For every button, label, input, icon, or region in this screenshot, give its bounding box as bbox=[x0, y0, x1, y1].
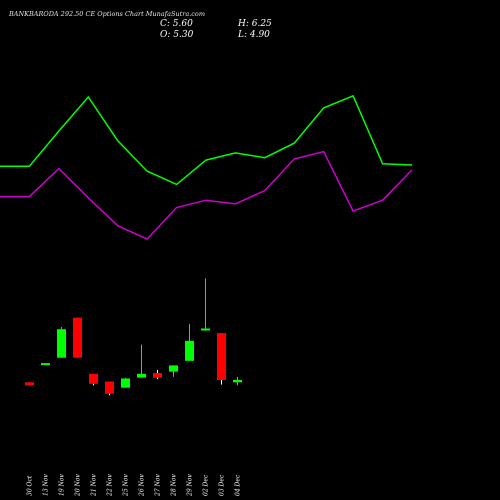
candle-body bbox=[233, 380, 242, 383]
candle-3 bbox=[57, 326, 66, 358]
candle-2 bbox=[41, 363, 50, 366]
candle-body bbox=[185, 340, 194, 361]
candle-10 bbox=[169, 365, 178, 377]
chart-title: BANKBARODA 292.50 CE Options Chart Munaf… bbox=[8, 10, 205, 18]
x-tick-label: 27 Nov bbox=[155, 474, 162, 497]
x-tick-label: 22 Nov bbox=[107, 474, 114, 497]
x-tick-label: 13 Nov bbox=[43, 474, 50, 496]
candle-body bbox=[217, 333, 226, 380]
x-tick-label: 20 Nov bbox=[75, 474, 82, 497]
candle-body bbox=[57, 329, 66, 358]
candle-7 bbox=[121, 377, 130, 388]
x-tick-label: 29 Nov bbox=[187, 474, 194, 497]
candle-body bbox=[25, 382, 34, 386]
x-tick-label: 21 Nov bbox=[91, 474, 98, 497]
candle-body bbox=[89, 373, 98, 384]
low-value: L: 4.90 bbox=[237, 30, 270, 40]
candle-body bbox=[153, 373, 162, 378]
indicator-lines bbox=[0, 94, 413, 241]
lower-line bbox=[0, 150, 413, 241]
candlesticks bbox=[25, 278, 242, 396]
open-value: O: 5.30 bbox=[160, 30, 194, 40]
x-tick-label: 19 Nov bbox=[59, 474, 66, 496]
x-tick-label: 26 Nov bbox=[139, 474, 146, 497]
candle-body bbox=[137, 373, 146, 378]
candle-6 bbox=[105, 381, 114, 396]
candle-body bbox=[105, 381, 114, 394]
candle-body bbox=[121, 378, 130, 388]
x-tick-label: 03 Dec bbox=[219, 474, 226, 496]
candle-body bbox=[41, 363, 50, 366]
candle-13 bbox=[217, 333, 226, 385]
candle-body bbox=[201, 328, 210, 331]
candle-12 bbox=[201, 278, 210, 331]
x-tick-label: 28 Nov bbox=[171, 474, 178, 497]
candle-14 bbox=[233, 376, 242, 386]
x-tick-label: 30 Oct bbox=[27, 475, 34, 496]
x-tick-label: 25 Nov bbox=[123, 474, 130, 497]
x-tick-label: 02 Dec bbox=[203, 474, 210, 496]
high-value: H: 6.25 bbox=[237, 19, 272, 29]
candle-body bbox=[73, 317, 82, 358]
candle-4 bbox=[73, 317, 82, 358]
x-axis-labels: 30 Oct 13 Nov 19 Nov 20 Nov 21 Nov 22 Nov 25 N… bbox=[27, 474, 242, 497]
candle-11 bbox=[185, 323, 194, 361]
candle-1 bbox=[25, 382, 34, 386]
candle-9 bbox=[153, 370, 162, 380]
candle-8 bbox=[137, 344, 146, 378]
candle-5 bbox=[89, 373, 98, 386]
upper-line bbox=[0, 94, 413, 186]
close-value: C: 5.60 bbox=[160, 19, 193, 29]
candle-body bbox=[169, 365, 178, 372]
x-tick-label: 04 Dec bbox=[235, 474, 242, 496]
